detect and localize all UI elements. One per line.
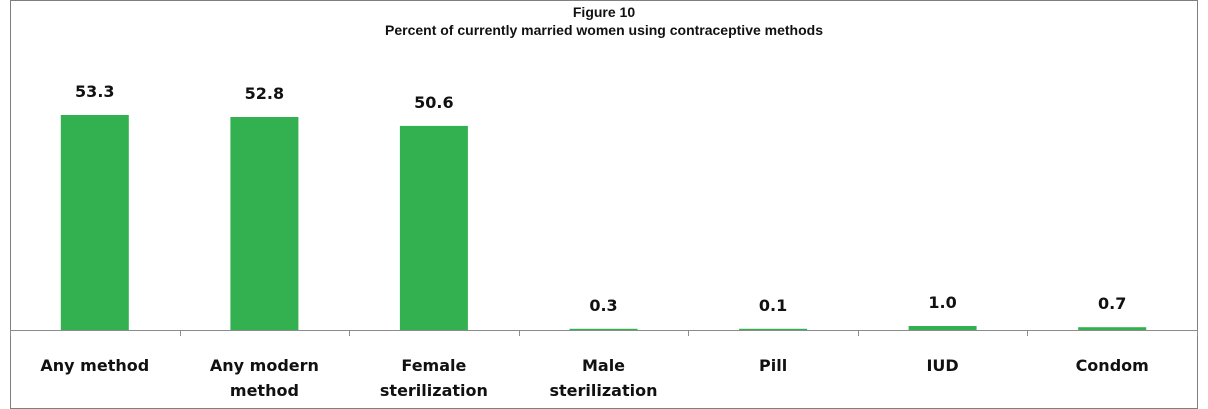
category-label-line: Any modern [210,356,319,375]
chart-border [10,0,1198,409]
data-label: 1.0 [928,293,956,312]
category-label-line: Pill [759,356,787,375]
bar [569,328,638,330]
bar [739,328,808,330]
category-label-line: sterilization [550,381,658,400]
chart-title: Figure 10 [573,4,635,20]
bar [399,125,468,331]
category-label-line: sterilization [380,381,488,400]
chart-subtitle: Percent of currently married women using… [385,22,823,38]
category-label: Pill [759,356,787,375]
data-label: 50.6 [414,93,453,112]
bar [60,115,129,330]
category-label-line: Any method [40,356,149,375]
data-label: 0.1 [759,296,787,315]
value-labels-layer: 53.3 52.8 50.6 0.3 0.1 1.0 0.7 [75,82,1126,315]
data-label: 0.7 [1098,294,1126,313]
category-label-line: method [230,381,299,400]
category-label-line: IUD [926,356,958,375]
category-labels-layer: Any method Any modern method Female steriliz… [40,356,1148,400]
category-label-line: Male [582,356,625,375]
category-label: Any modern method [210,356,319,400]
category-label: Male sterilization [550,356,658,400]
category-label: Condom [1076,356,1149,375]
data-label: 53.3 [75,82,114,101]
category-label: IUD [926,356,958,375]
category-label: Female sterilization [380,356,488,400]
category-label-line: Condom [1076,356,1149,375]
data-label: 52.8 [245,84,284,103]
data-label: 0.3 [589,296,617,315]
bars-layer [60,115,1147,331]
x-axis-ticks [10,330,1198,336]
category-label-line: Female [401,356,466,375]
category-label: Any method [40,356,149,375]
bar [908,326,977,330]
bar [1078,327,1147,330]
bar [230,117,299,330]
